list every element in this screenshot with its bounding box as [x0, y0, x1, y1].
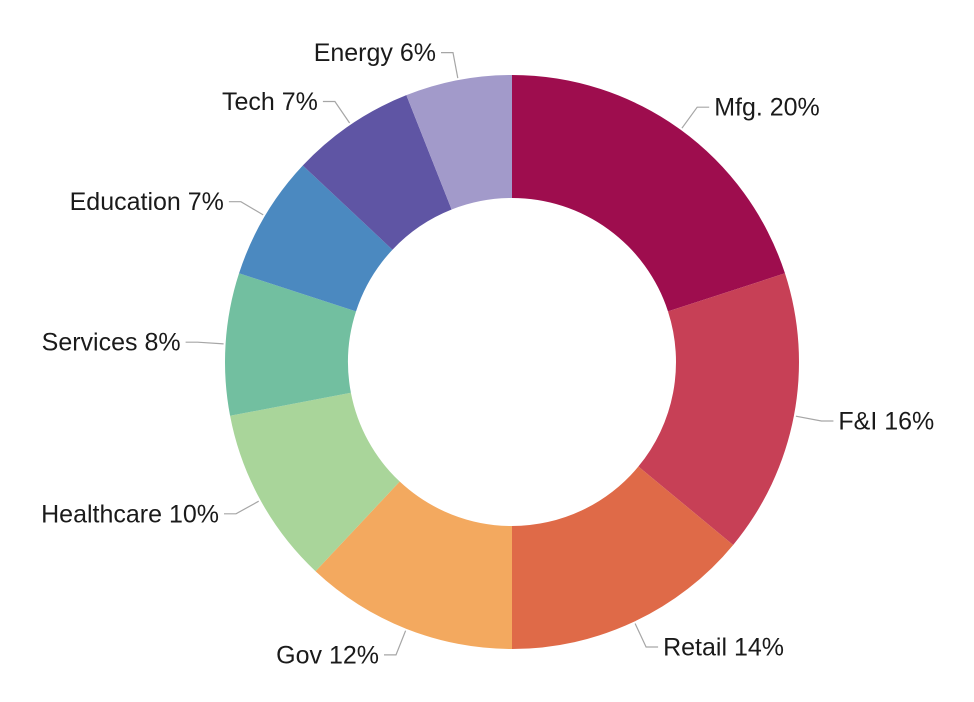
slice-label-energy: Energy 6%	[314, 39, 436, 67]
slice-energy	[406, 75, 512, 210]
leader-line-tech	[322, 100, 351, 124]
leader-line-education	[228, 201, 264, 216]
slice-label-f-i: F&I 16%	[838, 408, 934, 436]
leader-line-gov	[384, 630, 407, 656]
slice-label-gov: Gov 12%	[276, 641, 379, 669]
slice-gov	[315, 481, 512, 649]
slice-label-healthcare: Healthcare 10%	[41, 500, 219, 528]
slice-label-tech: Tech 7%	[222, 88, 318, 116]
slice-healthcare	[230, 392, 400, 572]
leader-line-retail	[634, 623, 659, 648]
slice-label-education: Education 7%	[70, 188, 224, 216]
leader-line-healthcare	[224, 500, 259, 515]
leader-line-mfg	[681, 106, 710, 129]
leader-line-services	[185, 341, 224, 345]
slice-label-retail: Retail 14%	[663, 634, 784, 662]
slice-f-i	[638, 273, 799, 545]
slice-label-mfg: Mfg. 20%	[714, 94, 820, 122]
leader-line-f-i	[795, 415, 834, 422]
slice-label-services: Services 8%	[42, 329, 181, 357]
slice-tech	[302, 95, 452, 250]
leader-line-energy	[441, 51, 459, 79]
slice-education	[239, 165, 393, 312]
slice-mfg	[512, 75, 785, 312]
slice-services	[224, 273, 357, 416]
slice-retail	[512, 466, 734, 649]
